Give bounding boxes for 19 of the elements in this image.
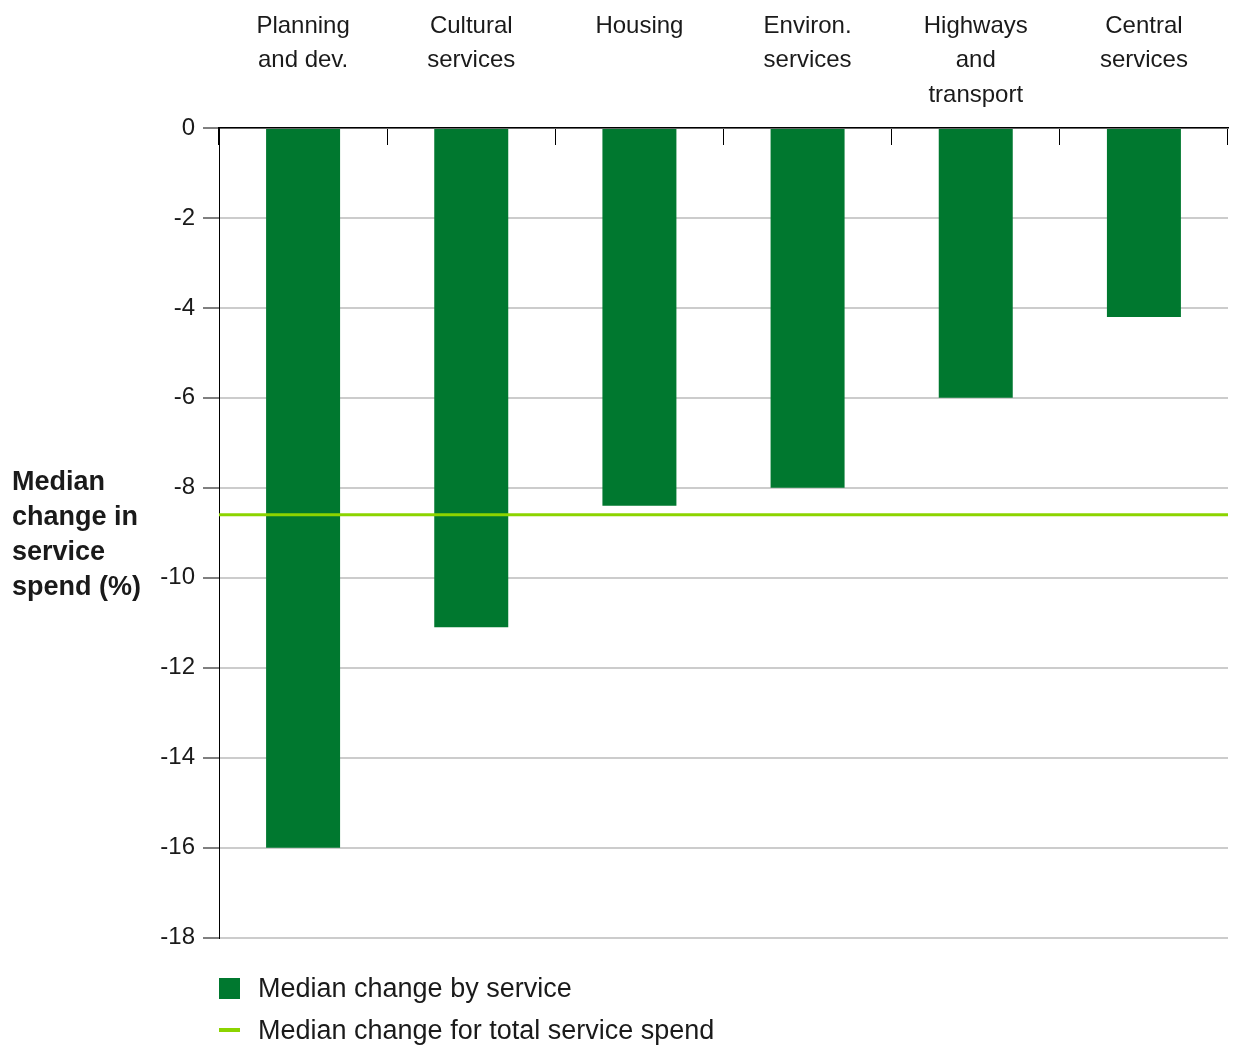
x-tick-label: Cultural services xyxy=(427,10,516,73)
legend-label: Median change for total service spend xyxy=(258,1014,715,1046)
y-tick-label: -10 xyxy=(160,562,195,590)
y-tick-label: -8 xyxy=(173,472,195,500)
y-tick-label: -18 xyxy=(160,922,195,950)
x-tick-label: Environ. services xyxy=(763,10,852,73)
y-tick-label: -16 xyxy=(160,832,195,860)
y-tick-label: -4 xyxy=(173,292,195,320)
legend-label: Median change by service xyxy=(258,972,572,1004)
y-tick-label: -6 xyxy=(173,382,195,410)
x-tick-label: Central services xyxy=(1099,10,1188,73)
y-tick-label: 0 xyxy=(181,112,195,140)
y-axis-title: Median change in service spend (%) xyxy=(12,465,142,603)
y-tick-label: -12 xyxy=(160,652,195,680)
y-tick-label: -14 xyxy=(160,742,195,770)
x-tick-label: Highways and transport xyxy=(923,10,1028,108)
x-tick-label: Housing xyxy=(595,10,684,38)
x-tick-label: Planning and dev. xyxy=(256,10,350,73)
y-tick-label: -2 xyxy=(173,202,195,230)
